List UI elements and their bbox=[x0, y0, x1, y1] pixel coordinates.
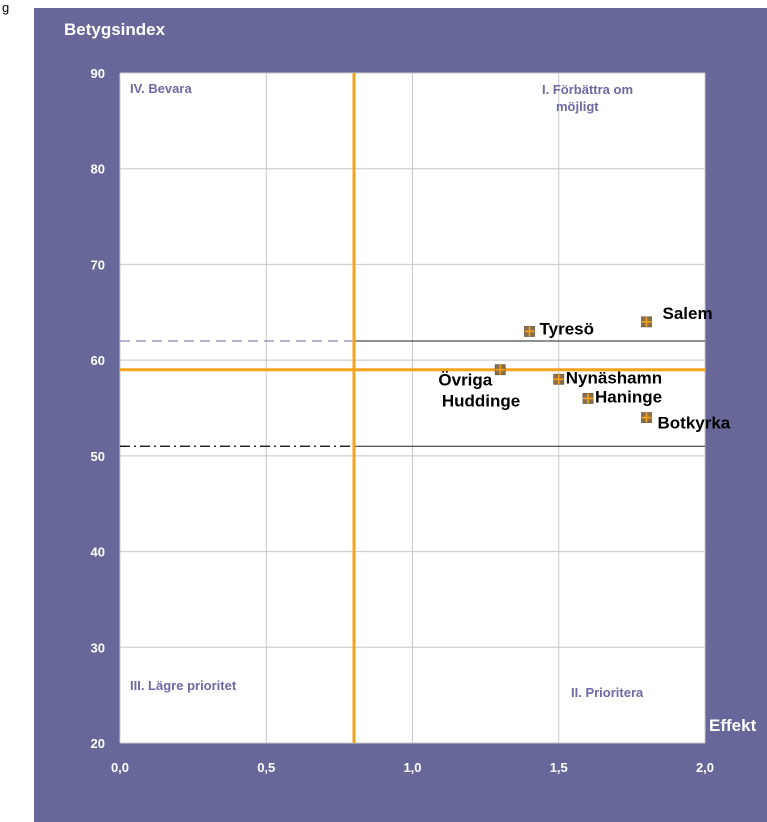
data-point-marker bbox=[524, 326, 535, 337]
data-label-ovriga: Övriga bbox=[438, 371, 492, 390]
y-tick-label: 20 bbox=[91, 736, 105, 751]
y-tick-label: 70 bbox=[91, 257, 105, 272]
grid-lines bbox=[119, 72, 706, 744]
x-tick-label: 1,5 bbox=[550, 760, 568, 775]
data-label: Nynäshamn bbox=[566, 368, 662, 387]
data-markers bbox=[494, 316, 652, 423]
data-point-marker bbox=[494, 364, 506, 376]
y-tick-label: 80 bbox=[91, 162, 105, 177]
data-label: Haninge bbox=[595, 387, 662, 406]
data-labels: Salem Tyresö Övriga Huddinge NynäshamnHaning… bbox=[438, 304, 730, 433]
x-axis-title: Effekt bbox=[709, 716, 757, 735]
y-tick-label: 30 bbox=[91, 640, 105, 655]
quadrant-label-prioritera: II. Prioritera bbox=[571, 685, 644, 700]
x-tick-label: 1,0 bbox=[403, 760, 421, 775]
y-tick-label: 40 bbox=[91, 545, 105, 560]
data-label: Botkyrka bbox=[658, 414, 731, 433]
data-point-marker bbox=[553, 373, 565, 385]
data-label: Salem bbox=[663, 304, 713, 323]
y-tick-label: 60 bbox=[91, 353, 105, 368]
data-point-marker bbox=[641, 316, 652, 328]
quadrant-label-lagre-prioritet: III. Lägre prioritet bbox=[130, 678, 237, 693]
quadrant-label-bevara: IV. Bevara bbox=[130, 81, 192, 96]
x-tick-label: 0,0 bbox=[111, 760, 129, 775]
reference-lines bbox=[120, 340, 705, 447]
quadrant-label-forbattra-line2: möjligt bbox=[556, 99, 599, 114]
data-point-marker bbox=[641, 412, 652, 423]
y-axis-title: Betygsindex bbox=[64, 20, 166, 39]
axis-ticks: 0,0 0,5 1,0 1,5 2,0 20 30 40 50 60 70 80 90 bbox=[91, 66, 715, 775]
data-label: Tyresö bbox=[540, 319, 595, 338]
y-tick-label: 50 bbox=[91, 449, 105, 464]
y-tick-label: 90 bbox=[91, 66, 105, 81]
threshold-lines bbox=[120, 73, 705, 743]
header-partial-label: g bbox=[2, 0, 9, 15]
x-tick-label: 0,5 bbox=[257, 760, 275, 775]
data-label-huddinge: Huddinge bbox=[442, 392, 520, 411]
x-tick-label: 2,0 bbox=[696, 760, 714, 775]
quadrant-label-forbattra-line1: I. Förbättra om bbox=[542, 82, 633, 97]
data-point-marker bbox=[582, 393, 594, 404]
